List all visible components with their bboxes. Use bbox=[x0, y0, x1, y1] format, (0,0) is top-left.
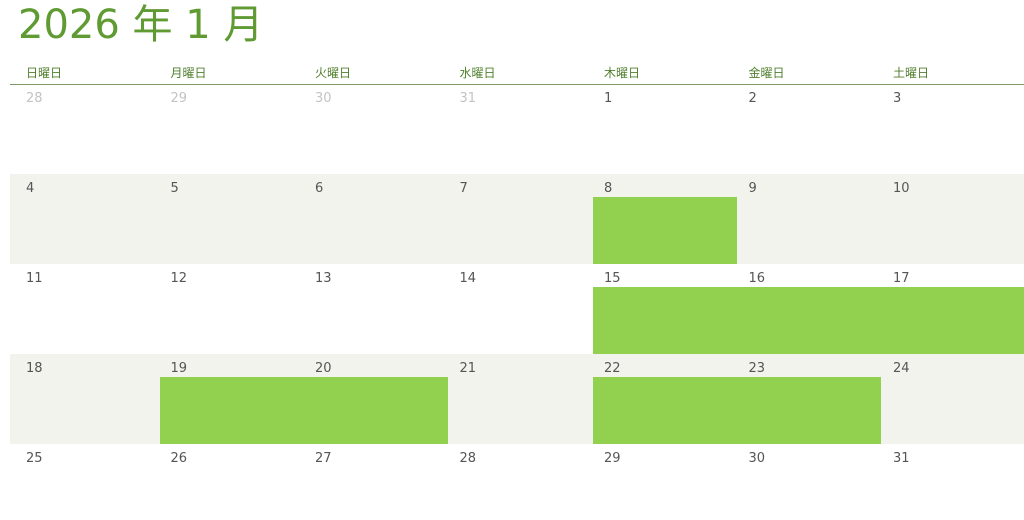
day-number: 15 bbox=[604, 271, 621, 286]
weekday-label: 月曜日 bbox=[170, 66, 207, 80]
day-number: 27 bbox=[315, 451, 332, 466]
event-block[interactable] bbox=[593, 197, 737, 264]
day-number: 16 bbox=[748, 271, 766, 286]
weekday-label: 金曜日 bbox=[748, 66, 785, 80]
day-number: 22 bbox=[604, 361, 621, 376]
day-number: 9 bbox=[748, 181, 757, 196]
day-number: 18 bbox=[26, 361, 43, 376]
day-number: 31 bbox=[893, 451, 910, 466]
day-number: 11 bbox=[26, 271, 43, 286]
day-number: 26 bbox=[170, 451, 188, 466]
day-number: 7 bbox=[459, 181, 468, 196]
weekday-label: 水曜日 bbox=[459, 66, 496, 80]
weekday-label: 土曜日 bbox=[893, 66, 930, 80]
event-block[interactable] bbox=[593, 377, 881, 444]
weekday-label: 日曜日 bbox=[26, 66, 63, 80]
week-band bbox=[10, 174, 1024, 264]
day-number: 30 bbox=[315, 91, 332, 106]
event-block[interactable] bbox=[593, 287, 1024, 354]
header-rule bbox=[10, 84, 1024, 85]
event-block[interactable] bbox=[160, 377, 448, 444]
day-number: 23 bbox=[748, 361, 766, 376]
day-number: 4 bbox=[26, 181, 35, 196]
title: 2026 年 1 月 bbox=[18, 2, 264, 48]
day-number: 5 bbox=[170, 181, 179, 196]
day-number: 6 bbox=[315, 181, 324, 196]
day-number: 8 bbox=[604, 181, 613, 196]
day-number: 13 bbox=[315, 271, 332, 286]
day-number: 28 bbox=[26, 91, 43, 106]
day-number: 17 bbox=[893, 271, 910, 286]
day-number: 1 bbox=[604, 91, 613, 106]
day-number: 31 bbox=[459, 91, 477, 106]
day-number: 25 bbox=[26, 451, 43, 466]
day-number: 10 bbox=[893, 181, 910, 196]
day-number: 28 bbox=[459, 451, 477, 466]
day-number: 20 bbox=[315, 361, 332, 376]
day-number: 14 bbox=[459, 271, 477, 286]
day-number: 19 bbox=[170, 361, 188, 376]
day-number: 30 bbox=[748, 451, 766, 466]
weekday-label: 木曜日 bbox=[604, 66, 641, 80]
day-number: 29 bbox=[170, 91, 188, 106]
day-number: 2 bbox=[748, 91, 757, 106]
day-number: 3 bbox=[893, 91, 902, 106]
day-number: 29 bbox=[604, 451, 621, 466]
day-number: 21 bbox=[459, 361, 477, 376]
day-number: 24 bbox=[893, 361, 910, 376]
weekday-label: 火曜日 bbox=[315, 66, 352, 80]
day-number: 12 bbox=[170, 271, 188, 286]
